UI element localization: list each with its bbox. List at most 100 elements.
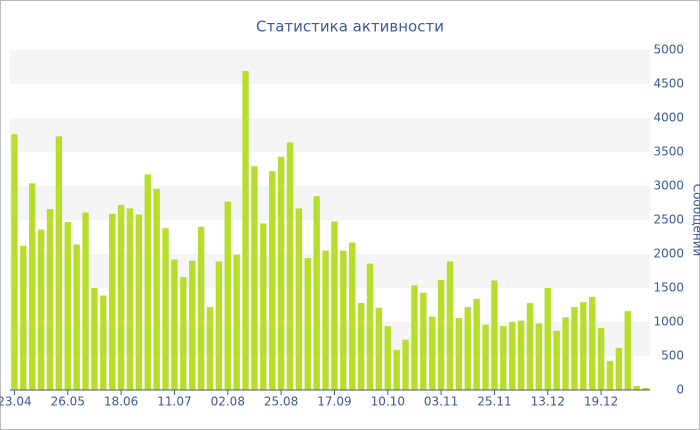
bar [455, 317, 463, 390]
bar [411, 285, 418, 390]
bar [11, 134, 18, 390]
y-tick-label: 1500 [653, 281, 684, 295]
bar [597, 328, 605, 390]
bar [295, 208, 303, 390]
bar [633, 385, 640, 390]
bar [357, 302, 365, 390]
grid-band [10, 322, 650, 356]
bar [313, 196, 320, 390]
x-tick-label: 03.11 [424, 395, 458, 409]
x-tick-label: 18.06 [104, 395, 138, 409]
bar [304, 258, 311, 390]
x-tick-label: 11.07 [157, 395, 191, 409]
bar [331, 221, 338, 390]
bar [429, 316, 436, 390]
grid-band [10, 186, 650, 220]
bar [642, 387, 649, 390]
bar [402, 339, 409, 390]
bar [366, 263, 374, 390]
y-tick-label: 2500 [653, 213, 684, 227]
bar [473, 298, 480, 390]
bar [437, 279, 445, 390]
bar [197, 226, 205, 390]
bar [233, 254, 240, 390]
bar [126, 208, 134, 390]
bar [517, 320, 525, 390]
bar [251, 166, 258, 390]
y-tick-label: 5000 [653, 43, 684, 57]
bar [349, 242, 356, 390]
y-tick-label: 3500 [653, 145, 684, 159]
bar [109, 213, 116, 390]
bar [144, 174, 151, 390]
bar [393, 349, 400, 390]
grid-band [10, 254, 650, 288]
bar [571, 307, 578, 390]
bar [420, 292, 427, 390]
bar [20, 245, 27, 390]
bar [375, 307, 383, 390]
bar [286, 142, 294, 390]
x-tick-label: 26.05 [51, 395, 85, 409]
bar [171, 259, 178, 390]
bar [260, 223, 267, 390]
bar [553, 330, 560, 390]
bar [206, 307, 214, 390]
bar [215, 261, 223, 390]
bar [544, 288, 551, 390]
bar [562, 317, 569, 390]
bar [73, 244, 80, 390]
x-tick-label: 19.12 [584, 395, 618, 409]
bar [509, 322, 516, 390]
bar [624, 311, 631, 390]
x-tick-label: 13.12 [531, 395, 565, 409]
bar [189, 260, 196, 390]
grid-band [10, 118, 650, 152]
bar [580, 302, 587, 390]
y-tick-label: 4500 [653, 77, 684, 91]
bar [535, 323, 543, 390]
bar [606, 360, 614, 390]
y-axis-label: Сообщений [691, 184, 700, 257]
bar [384, 326, 391, 390]
bar [500, 326, 507, 390]
x-tick-label: 10.10 [371, 395, 405, 409]
chart-title: Статистика активности [256, 18, 444, 36]
bar [224, 201, 231, 390]
bar [491, 280, 498, 390]
bar [64, 222, 71, 390]
y-tick-label: 0 [676, 383, 684, 397]
x-tick-label: 17.09 [317, 395, 351, 409]
bar [82, 212, 89, 390]
bar [100, 295, 107, 390]
bar [269, 171, 276, 390]
bar [55, 136, 63, 390]
bar [180, 277, 187, 390]
bar [91, 288, 98, 390]
grid-band [10, 50, 650, 84]
bar [46, 209, 54, 390]
y-tick-label: 500 [661, 349, 684, 363]
y-tick-label: 1000 [653, 315, 684, 329]
y-tick-label: 3000 [653, 179, 684, 193]
bar [277, 156, 285, 390]
bar [29, 183, 36, 390]
bar [615, 347, 623, 390]
bar [135, 214, 143, 390]
bar [340, 250, 347, 390]
bar [322, 250, 329, 390]
bar [242, 71, 249, 390]
bar [37, 229, 45, 390]
y-tick-label: 2000 [653, 247, 684, 261]
x-tick-label: 02.08 [211, 395, 245, 409]
bar [117, 205, 125, 390]
bar [446, 261, 454, 390]
bar [526, 302, 534, 390]
bar [482, 324, 489, 390]
bar [153, 188, 160, 390]
y-tick-label: 4000 [653, 111, 684, 125]
bar [464, 307, 471, 390]
x-tick-label: 23.04 [0, 395, 32, 409]
x-tick-label: 25.11 [477, 395, 511, 409]
